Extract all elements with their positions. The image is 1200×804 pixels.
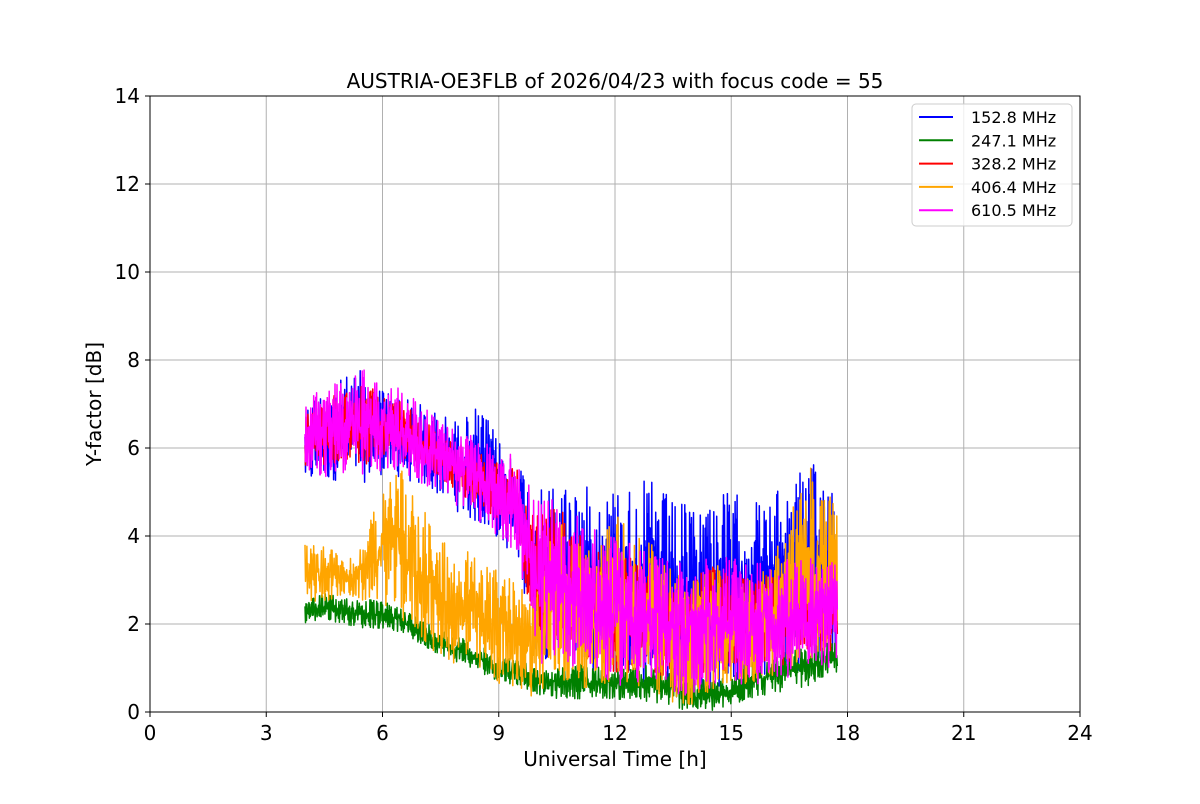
legend-label: 610.5 MHz bbox=[971, 201, 1056, 220]
series-lines bbox=[304, 369, 839, 711]
legend-label: 328.2 MHz bbox=[971, 155, 1056, 174]
y-tick-label: 6 bbox=[127, 436, 140, 460]
legend-label: 247.1 MHz bbox=[971, 131, 1056, 150]
y-tick-label: 2 bbox=[127, 612, 140, 636]
y-tick-label: 4 bbox=[127, 524, 140, 548]
y-tick-label: 8 bbox=[127, 348, 140, 372]
x-tick-label: 18 bbox=[835, 721, 860, 745]
y-tick-label: 10 bbox=[115, 260, 140, 284]
x-tick-label: 3 bbox=[260, 721, 273, 745]
series-line-610-5-mhz bbox=[304, 369, 839, 696]
series-line-406-4-mhz bbox=[304, 467, 839, 706]
x-tick-label: 15 bbox=[719, 721, 744, 745]
x-tick-label: 24 bbox=[1067, 721, 1092, 745]
y-axis-label: Y-factor [dB] bbox=[82, 342, 106, 467]
x-tick-label: 12 bbox=[602, 721, 627, 745]
legend-box bbox=[911, 103, 1073, 227]
y-tick-label: 0 bbox=[127, 700, 140, 724]
x-tick-label: 0 bbox=[144, 721, 157, 745]
y-tick-label: 14 bbox=[115, 84, 140, 108]
x-tick-label: 6 bbox=[376, 721, 389, 745]
x-tick-label: 21 bbox=[951, 721, 976, 745]
x-tick-label: 9 bbox=[492, 721, 505, 745]
legend-label: 406.4 MHz bbox=[971, 178, 1056, 197]
legend: 152.8 MHz 247.1 MHz 328.2 MHz 406.4 MHz 610.… bbox=[911, 103, 1073, 227]
legend-label: 152.8 MHz bbox=[971, 108, 1056, 127]
y-tick-label: 12 bbox=[115, 172, 140, 196]
x-axis-label: Universal Time [h] bbox=[523, 747, 706, 771]
chart-title: AUSTRIA-OE3FLB of 2026/04/23 with focus … bbox=[347, 69, 884, 93]
